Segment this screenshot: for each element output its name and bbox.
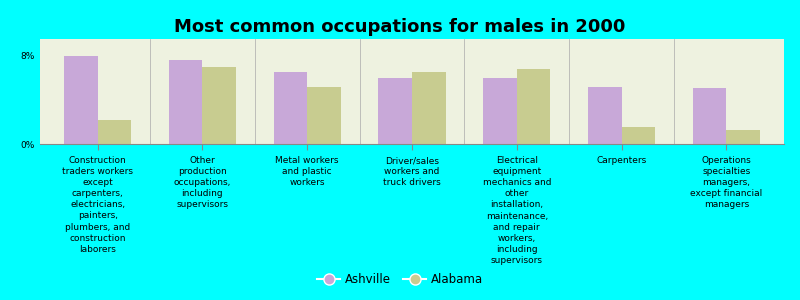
Text: Most common occupations for males in 2000: Most common occupations for males in 200… [174,18,626,36]
Text: Electrical
equipment
mechanics and
other
installation,
maintenance,
and repair
w: Electrical equipment mechanics and other… [482,156,551,265]
Text: Driver/sales
workers and
truck drivers: Driver/sales workers and truck drivers [383,156,441,187]
Bar [412,72,446,144]
Bar [726,130,760,144]
Bar [64,56,98,144]
Bar [98,120,131,144]
Bar [202,67,236,144]
Bar [307,86,341,144]
Text: Construction
traders workers
except
carpenters,
electricians,
painters,
plumbers: Construction traders workers except carp… [62,156,133,254]
Bar [274,72,307,144]
Bar [378,78,412,144]
Bar [169,60,202,144]
Text: Other
production
occupations,
including
supervisors: Other production occupations, including … [174,156,231,209]
Text: Metal workers
and plastic
workers: Metal workers and plastic workers [275,156,339,187]
Bar [622,128,655,144]
Bar [588,86,622,144]
Bar [517,69,550,144]
Bar [693,88,726,144]
Text: Carpenters: Carpenters [597,156,646,165]
Bar [483,78,517,144]
Legend: Ashville, Alabama: Ashville, Alabama [312,269,488,291]
Text: Operations
specialties
managers,
except financial
managers: Operations specialties managers, except … [690,156,762,209]
